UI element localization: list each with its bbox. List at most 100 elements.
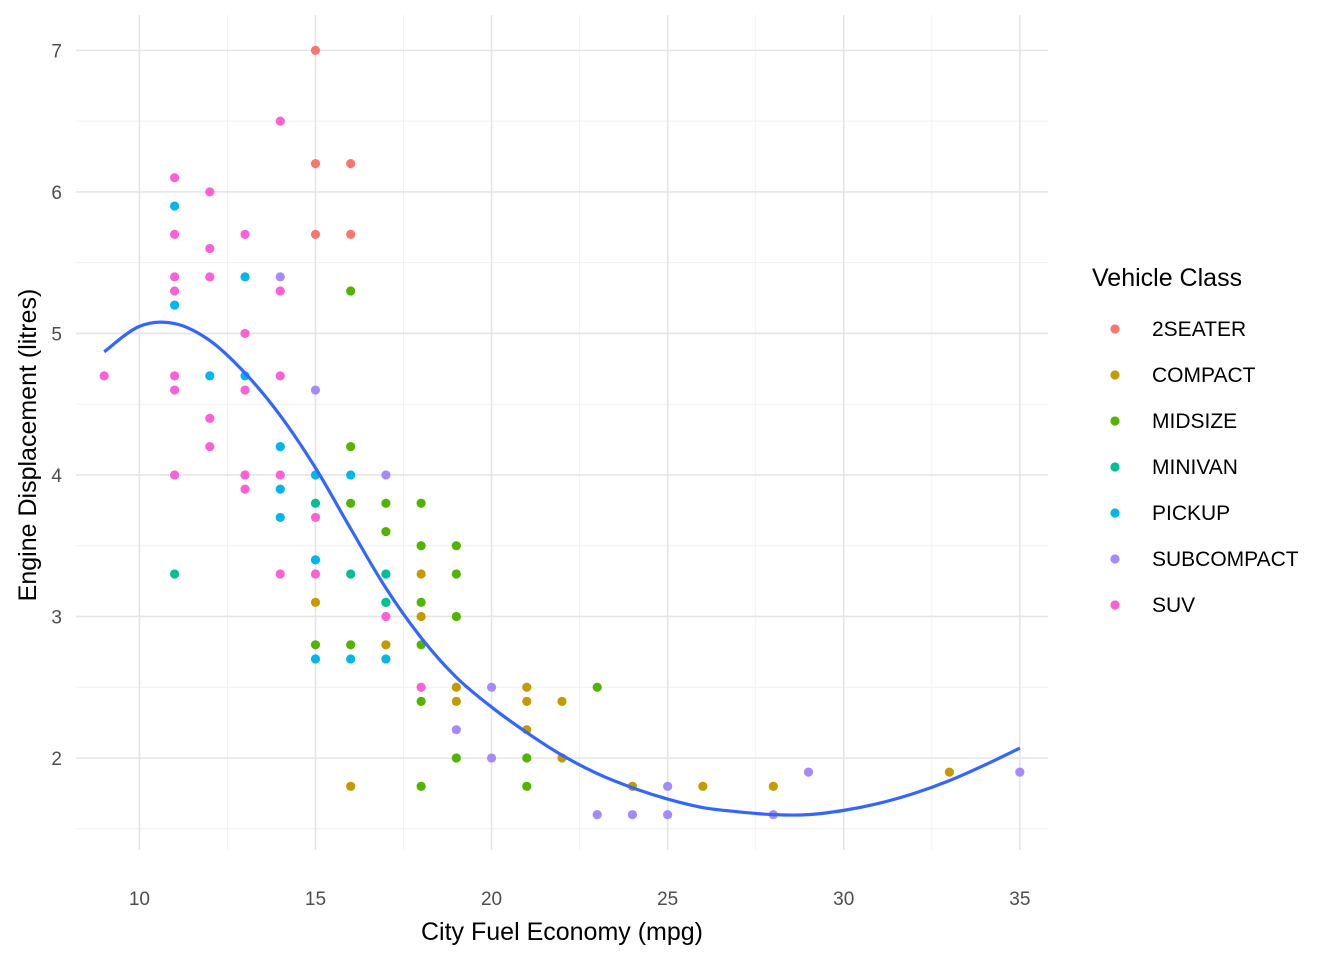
point-suv (99, 371, 109, 381)
point-suv (205, 413, 215, 423)
point-midsize (416, 696, 426, 706)
point-midsize (346, 640, 356, 650)
legend-entry-suv: SUV (1110, 594, 1195, 617)
point-compact (416, 569, 426, 579)
point-pickup (310, 555, 321, 565)
x-tick-label: 20 (481, 889, 502, 910)
y-tick-label: 4 (51, 466, 62, 487)
point-compact (944, 767, 954, 777)
point-midsize (346, 498, 356, 508)
point-pickup (275, 484, 285, 494)
point-suv (416, 682, 426, 692)
legend-label: SUBCOMPACT (1152, 548, 1299, 571)
point-compact (451, 682, 461, 692)
point-suv (240, 328, 250, 339)
point-midsize (310, 640, 321, 650)
point-pickup (275, 512, 285, 523)
point-suv (240, 385, 250, 395)
point-subcompact (310, 385, 321, 395)
point-subcompact (451, 725, 461, 735)
point-suv (240, 229, 250, 239)
point-suv (275, 286, 285, 296)
point-suv (170, 229, 180, 239)
legend-entries: 2SEATER COMPACT MIDSIZE MINIVAN PICKUP SUBCOM… (1110, 318, 1299, 617)
point-pickup (170, 201, 180, 211)
point-suv (205, 442, 215, 452)
x-tick-label: 15 (305, 889, 326, 910)
legend-label: 2SEATER (1152, 318, 1246, 341)
grid-minor (76, 15, 1048, 850)
legend-label: SUV (1152, 594, 1195, 617)
point-midsize (346, 286, 356, 296)
y-tick-label: 6 (51, 183, 62, 204)
point-pickup (240, 272, 250, 282)
point-subcompact (803, 767, 814, 777)
x-tick-label: 25 (657, 889, 678, 910)
y-tick-labels: 2 3 4 5 6 7 (51, 41, 62, 770)
point-2seater (346, 229, 356, 239)
point-suv (275, 371, 285, 381)
point-midsize (522, 753, 532, 763)
point-minivan (381, 569, 391, 579)
point-compact (522, 682, 532, 692)
point-compact (522, 696, 532, 706)
legend-swatch (1110, 554, 1120, 564)
point-2seater (310, 45, 321, 55)
legend-label: PICKUP (1152, 502, 1230, 525)
legend-label: MINIVAN (1152, 456, 1238, 479)
y-tick-label: 5 (51, 324, 62, 345)
point-pickup (275, 442, 285, 452)
point-subcompact (381, 470, 391, 480)
grid-major (76, 15, 1048, 850)
point-suv (170, 272, 180, 282)
y-axis-title: Engine Displacement (litres) (14, 289, 42, 602)
legend: Vehicle Class 2SEATER COMPACT MIDSIZE MINIV… (1092, 264, 1299, 617)
point-compact (451, 696, 461, 706)
point-midsize (416, 597, 426, 607)
point-suv (310, 569, 321, 579)
legend-swatch (1110, 324, 1120, 334)
point-suv (310, 512, 321, 523)
x-tick-label: 35 (1009, 889, 1030, 910)
point-minivan (381, 597, 391, 607)
x-tick-label: 30 (833, 889, 854, 910)
point-compact (416, 611, 426, 622)
point-pickup (205, 371, 215, 381)
point-midsize (522, 781, 532, 791)
point-midsize (416, 781, 426, 791)
point-subcompact (592, 810, 602, 820)
point-minivan (170, 569, 180, 579)
point-suv (170, 286, 180, 296)
x-tick-labels: 10 15 20 25 30 35 (129, 889, 1031, 910)
x-tick-label: 10 (129, 889, 150, 910)
legend-title: Vehicle Class (1092, 264, 1242, 292)
point-compact (346, 781, 356, 791)
legend-entry-minivan: MINIVAN (1110, 456, 1238, 479)
point-suv (381, 611, 391, 622)
legend-label: MIDSIZE (1152, 410, 1237, 433)
point-suv (170, 385, 180, 395)
point-subcompact (1015, 767, 1025, 777)
point-compact (557, 696, 567, 706)
point-pickup (381, 654, 391, 664)
point-pickup (346, 654, 356, 664)
point-minivan (346, 569, 356, 579)
point-midsize (451, 569, 461, 579)
legend-entry-midsize: MIDSIZE (1110, 410, 1237, 433)
point-midsize (592, 682, 602, 692)
point-minivan (310, 498, 321, 508)
point-compact (310, 597, 321, 607)
point-subcompact (275, 272, 285, 282)
point-midsize (381, 498, 391, 508)
point-suv (240, 470, 250, 480)
point-midsize (451, 611, 461, 622)
point-pickup (346, 470, 356, 480)
point-subcompact (663, 781, 673, 791)
point-suv (170, 371, 180, 381)
point-2seater (346, 159, 356, 169)
point-suv (205, 187, 215, 197)
point-pickup (310, 654, 321, 664)
legend-entry-pickup: PICKUP (1110, 502, 1230, 525)
point-pickup (170, 300, 180, 310)
